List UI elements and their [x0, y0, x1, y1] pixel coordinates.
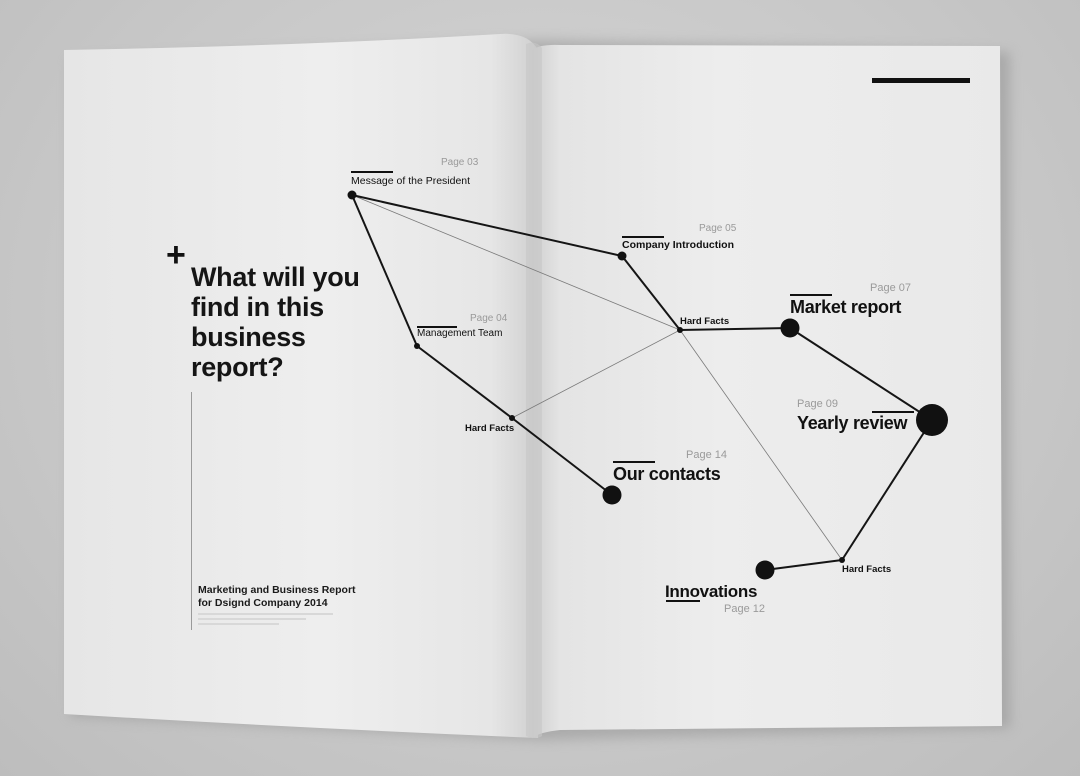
label-overline: [872, 411, 914, 413]
page-number-contacts: Page 14: [686, 449, 727, 461]
label-hardfacts-left: Hard Facts: [465, 423, 515, 434]
headline-line: report?: [191, 352, 284, 382]
label-underline: [666, 600, 700, 602]
node-contacts: [602, 485, 622, 505]
label-hardfacts-bottom: Hard Facts: [842, 564, 892, 575]
node-hardfacts-center: [677, 327, 683, 333]
node-company: [617, 251, 627, 261]
edge-hardfacts-innovations: [764, 559, 843, 571]
thin-connectors: [351, 194, 843, 561]
label-yearly: Yearly review: [797, 413, 908, 433]
node-hardfacts-left: [509, 415, 515, 421]
edge-yearly-hardfacts: [841, 419, 933, 561]
page-number-company: Page 05: [699, 223, 737, 234]
left-page: [64, 33, 538, 739]
node-innovations: [755, 560, 775, 580]
edge-management-hardfacts: [416, 345, 513, 419]
connector-hardfacts-left-center: [511, 329, 681, 419]
node-president: [347, 190, 357, 200]
header-bar: [872, 78, 970, 83]
page-headline: What will you find in this business repo…: [191, 262, 391, 382]
footer-title: Marketing and Business Report: [198, 584, 356, 596]
page-number-yearly: Page 09: [797, 398, 838, 410]
graph-nodes: [347, 190, 948, 580]
edge-market-yearly: [789, 327, 933, 421]
right-page: [532, 44, 1002, 739]
node-market: [780, 318, 800, 338]
edge-hardfacts-contacts: [511, 417, 613, 496]
label-hardfacts-center: Hard Facts: [680, 316, 730, 327]
node-yearly: [916, 404, 948, 436]
headline-line: What will you: [191, 262, 360, 292]
page-number-president: Page 03: [441, 157, 479, 168]
edge-hardfacts-market: [679, 327, 791, 331]
page-number-innovations: Page 12: [724, 603, 765, 615]
page-number-management: Page 04: [470, 313, 508, 324]
connector-hardfacts-bottom: [679, 329, 843, 561]
label-president: Message of the President: [351, 175, 471, 187]
node-management: [414, 343, 420, 349]
label-overline: [790, 294, 832, 296]
connector-president-hardfacts: [351, 194, 681, 331]
edge-company-hardfacts: [621, 255, 681, 331]
headline-line: business: [191, 322, 306, 352]
label-company: Company Introduction: [622, 239, 734, 251]
edge-president-management: [351, 194, 418, 347]
report-footer: Marketing and Business Report for Dsignd…: [198, 584, 356, 610]
thick-connectors: [351, 194, 933, 571]
footer-subtitle: for Dsignd Company 2014: [198, 597, 328, 609]
label-overline: [417, 326, 457, 328]
footer-fine-print: [198, 613, 333, 628]
label-overline: [351, 171, 393, 173]
label-management: Management Team: [417, 328, 503, 339]
edge-president-company: [351, 194, 623, 257]
vertical-rule: [191, 392, 192, 630]
headline-line: find in this: [191, 292, 324, 322]
node-hardfacts-bottom: [839, 557, 845, 563]
label-overline: [622, 236, 664, 238]
page-gutter: [526, 42, 542, 738]
label-contacts: Our contacts: [613, 464, 721, 484]
label-innovations: Innovations: [665, 582, 758, 601]
label-market: Market report: [790, 297, 902, 317]
page-number-market: Page 07: [870, 282, 911, 294]
label-overline: [613, 461, 655, 463]
plus-icon: +: [166, 236, 186, 274]
